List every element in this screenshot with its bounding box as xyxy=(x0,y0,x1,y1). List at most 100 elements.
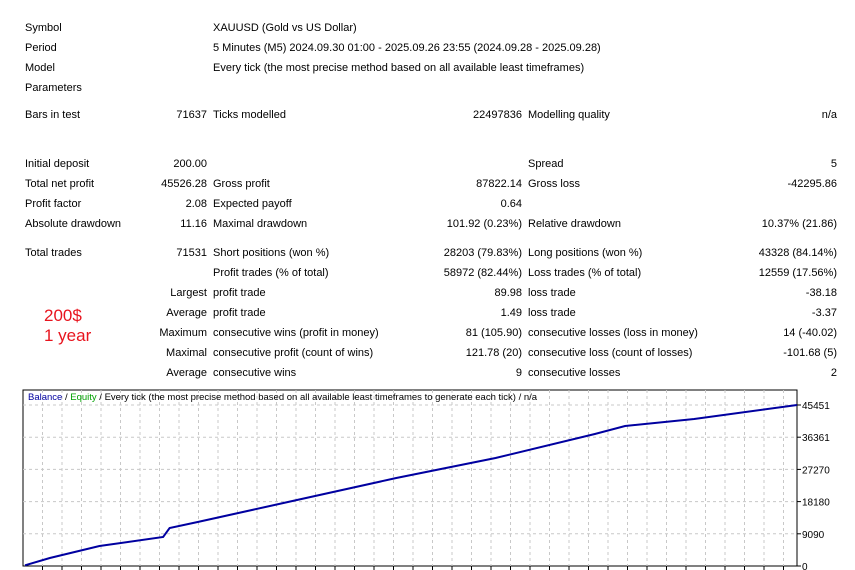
header-value: XAUUSD (Gold vs US Dollar) xyxy=(213,22,357,34)
trades-l2: consecutive profit (count of wins) xyxy=(213,347,374,359)
quality-value: n/a xyxy=(821,109,837,121)
balance-line xyxy=(24,404,798,567)
stats-row: Total net profit 45526.28 Gross profit 8782… xyxy=(0,176,855,192)
trades-v1: Average xyxy=(166,307,207,319)
trades-v2: 28203 (79.83%) xyxy=(443,247,522,259)
ticks-value: 22497836 xyxy=(473,109,522,121)
trades-v2: 89.98 xyxy=(494,287,522,299)
header-row: Model Every tick (the most precise method… xyxy=(0,60,855,76)
stats-row: Profit factor 2.08 Expected payoff 0.64 xyxy=(0,196,855,212)
legend-balance: Balance xyxy=(28,392,62,403)
stats-v2: 101.92 (0.23%) xyxy=(446,218,522,230)
stats-l3: Relative drawdown xyxy=(528,218,621,230)
trades-v1: Average xyxy=(166,367,207,379)
trades-v1: 71531 xyxy=(176,247,207,259)
header-row: Parameters xyxy=(0,80,855,96)
trades-row: Total trades 71531 Short positions (won %)… xyxy=(0,245,855,261)
stats-l2: Maximal drawdown xyxy=(213,218,308,230)
trades-l3: loss trade xyxy=(528,307,576,319)
bars-row: Bars in test 71637 Ticks modelled 22497836 M… xyxy=(0,107,855,123)
plot-area xyxy=(22,389,798,567)
stats-v1: 45526.28 xyxy=(161,178,207,190)
trades-v3: -3.37 xyxy=(811,307,837,319)
trades-row: Average consecutive wins 9 consecutive loss… xyxy=(0,365,855,381)
stats-l1: Absolute drawdown xyxy=(25,218,122,230)
trades-v1: Maximum xyxy=(159,327,207,339)
header-row: Symbol XAUUSD (Gold vs US Dollar) xyxy=(0,20,855,36)
legend-equity: Equity xyxy=(70,392,97,403)
trades-v2: 121.78 (20) xyxy=(465,347,522,359)
trades-row: Profit trades (% of total) 58972 (82.44%)… xyxy=(0,265,855,281)
stats-l3: Gross loss xyxy=(528,178,580,190)
stats-l1: Total net profit xyxy=(25,178,95,190)
trades-v3: 12559 (17.56%) xyxy=(758,267,837,279)
header-label: Period xyxy=(25,42,57,54)
y-tick-label: 9090 xyxy=(802,530,825,541)
stats-v3: 10.37% (21.86) xyxy=(761,218,837,230)
balance-chart: 0 9090 18180 27270 36361 45451 Balance / Equit… xyxy=(22,389,830,570)
trades-v3: 43328 (84.14%) xyxy=(758,247,837,259)
stats-v2: 0.64 xyxy=(500,198,522,210)
trades-v2: 9 xyxy=(515,367,522,379)
stats-v1: 200.00 xyxy=(173,158,207,170)
trades-l3: Loss trades (% of total) xyxy=(528,267,642,279)
trades-v2: 1.49 xyxy=(500,307,522,319)
y-tick-label: 0 xyxy=(802,562,808,570)
stats-v1: 2.08 xyxy=(185,198,207,210)
bars-value: 71637 xyxy=(176,109,207,121)
stats-l1: Profit factor xyxy=(25,198,82,210)
trades-l2: profit trade xyxy=(213,287,266,299)
stats-l2: Expected payoff xyxy=(213,198,292,210)
trades-v2: 58972 (82.44%) xyxy=(443,267,522,279)
trades-v1: Maximal xyxy=(166,347,207,359)
y-tick-label: 18180 xyxy=(802,498,830,509)
stats-v3: 5 xyxy=(830,158,837,170)
header-row: Period 5 Minutes (M5) 2024.09.30 01:00 - … xyxy=(0,40,855,56)
header-label: Symbol xyxy=(25,22,62,34)
note-deposit: 200$ xyxy=(44,306,82,325)
trades-l3: loss trade xyxy=(528,287,576,299)
header-label: Parameters xyxy=(25,82,82,94)
stats-v1: 11.16 xyxy=(180,218,207,230)
trades-l2: Short positions (won %) xyxy=(213,247,330,259)
quality-label: Modelling quality xyxy=(528,109,610,121)
stats-l3: Spread xyxy=(528,158,564,170)
note-duration: 1 year xyxy=(44,326,92,345)
header-label: Model xyxy=(25,62,55,74)
chart-legend: Balance / Equity / Every tick (the most … xyxy=(28,392,538,403)
trades-l2: profit trade xyxy=(213,307,266,319)
trades-l2: consecutive wins (profit in money) xyxy=(213,327,379,339)
stats-l1: Initial deposit xyxy=(25,158,90,170)
header-value: Every tick (the most precise method base… xyxy=(213,62,585,74)
trades-v2: 81 (105.90) xyxy=(465,327,522,339)
stats-row: Absolute drawdown 11.16 Maximal drawdown 10… xyxy=(0,216,855,232)
trades-l3: consecutive losses xyxy=(528,367,621,379)
stats-row: Initial deposit 200.00 Spread 5 xyxy=(0,156,855,172)
trades-l3: Long positions (won %) xyxy=(528,247,643,259)
trades-v1: Largest xyxy=(170,287,207,299)
header-value: 5 Minutes (M5) 2024.09.30 01:00 - 2025.0… xyxy=(213,42,601,54)
stats-l2: Gross profit xyxy=(213,178,270,190)
trades-l1: Total trades xyxy=(25,247,82,259)
trades-row: Average profit trade 1.49 loss trade -3.37 xyxy=(0,305,855,321)
trades-v3: 14 (-40.02) xyxy=(783,327,837,339)
trades-l2: consecutive wins xyxy=(213,367,297,379)
trades-v3: -38.18 xyxy=(805,287,837,299)
trades-l3: consecutive losses (loss in money) xyxy=(528,327,698,339)
y-tick-label: 45451 xyxy=(802,401,830,412)
trades-row: Maximum consecutive wins (profit in money… xyxy=(0,325,855,341)
trades-l2: Profit trades (% of total) xyxy=(213,267,329,279)
bars-label: Bars in test xyxy=(25,109,81,121)
trades-row: Maximal consecutive profit (count of wins… xyxy=(0,345,855,361)
stats-v2: 87822.14 xyxy=(476,178,522,190)
legend-description: / Every tick (the most precise method ba… xyxy=(97,392,538,403)
y-tick-label: 36361 xyxy=(802,433,830,444)
y-tick-label: 27270 xyxy=(802,465,830,476)
trades-v3: -101.68 (5) xyxy=(783,347,837,359)
ticks-label: Ticks modelled xyxy=(213,109,286,121)
legend-separator: / xyxy=(62,392,70,403)
stats-v3: -42295.86 xyxy=(787,178,837,190)
trades-l3: consecutive loss (count of losses) xyxy=(528,347,693,359)
trades-v3: 2 xyxy=(830,367,837,379)
trades-row: Largest profit trade 89.98 loss trade -38.18 xyxy=(0,285,855,301)
